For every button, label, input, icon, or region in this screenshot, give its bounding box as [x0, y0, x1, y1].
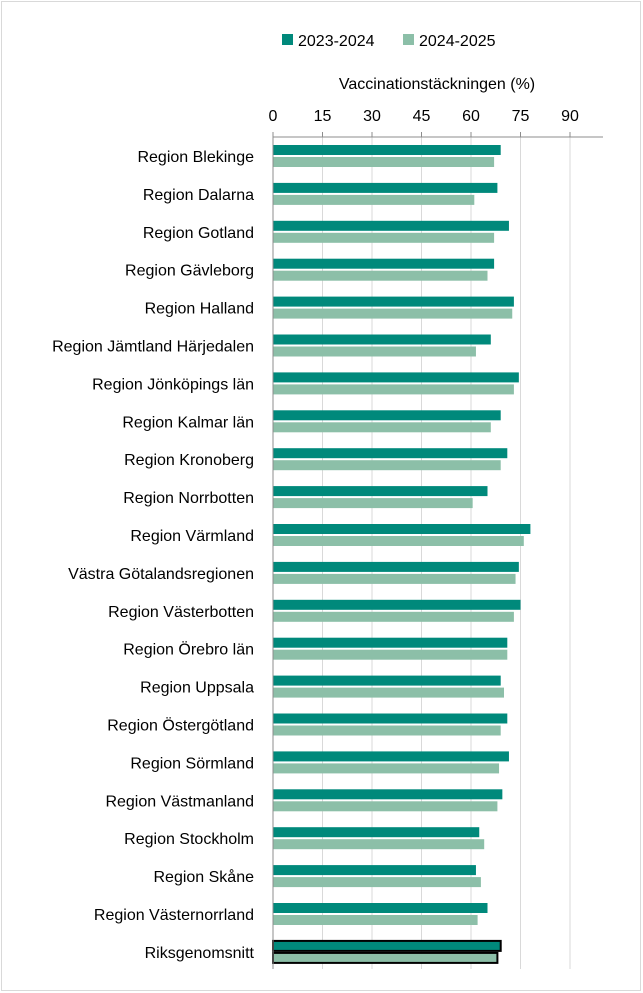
bar-region-jonkopings-lan-2023-2024 [273, 372, 519, 383]
category-label-region-jonkopings-lan: Region Jönköpings län [92, 376, 254, 393]
category-label-region-uppsala: Region Uppsala [140, 680, 254, 697]
category-label-region-ostergotland: Region Östergötland [107, 717, 254, 735]
legend-swatch-2023-2024 [282, 34, 293, 45]
x-tick-30: 30 [363, 108, 381, 125]
bar-region-dalarna-2024-2025 [273, 194, 475, 205]
bar-region-gavleborg-2024-2025 [273, 270, 488, 281]
bar-region-ostergotland-2024-2025 [273, 725, 501, 736]
bar-region-uppsala-2023-2024 [273, 675, 501, 686]
category-label-region-halland: Region Halland [145, 301, 254, 318]
bar-region-jamtland-harjedalen-2024-2025 [273, 346, 476, 357]
x-tick-60: 60 [462, 108, 480, 125]
bar-region-uppsala-2024-2025 [273, 687, 504, 698]
category-label-region-vastmanland: Region Västmanland [105, 793, 254, 810]
bar-region-blekinge-2023-2024 [273, 145, 501, 155]
x-tick-75: 75 [512, 108, 530, 125]
bar-region-kalmar-lan-2023-2024 [273, 410, 501, 421]
category-label-region-sormland: Region Sörmland [130, 755, 254, 772]
legend: 2023-2024 2024-2025 [282, 33, 496, 50]
legend-swatch-2024-2025 [403, 34, 414, 45]
bar-region-vasternorrland-2023-2024 [273, 903, 488, 913]
x-tick-0: 0 [269, 108, 278, 125]
category-label-vastra-gotalandsregionen: Västra Götalandsregionen [68, 566, 254, 583]
bar-region-kalmar-lan-2024-2025 [273, 422, 491, 433]
category-label-region-stockholm: Region Stockholm [124, 831, 254, 848]
bar-region-halland-2023-2024 [273, 296, 514, 307]
bar-region-jonkopings-lan-2024-2025 [273, 384, 514, 395]
category-label-region-jamtland-harjedalen: Region Jämtland Härjedalen [52, 339, 254, 356]
bar-region-dalarna-2023-2024 [273, 182, 498, 193]
bar-region-kronoberg-2023-2024 [273, 448, 508, 459]
bar-region-halland-2024-2025 [273, 308, 513, 319]
bar-vastra-gotalandsregionen-2024-2025 [273, 573, 516, 584]
category-label-region-kalmar-lan: Region Kalmar län [122, 414, 254, 431]
category-label-region-vasterbotten: Region Västerbotten [108, 604, 254, 621]
bar-region-varmland-2023-2024 [273, 524, 531, 534]
category-label-region-vasternorrland: Region Västernorrland [94, 907, 254, 924]
bar-riksgenomsnitt-2024-2025 [272, 951, 499, 964]
bar-region-norrbotten-2024-2025 [273, 498, 473, 509]
x-tick-15: 15 [314, 108, 332, 125]
category-label-region-norrbotten: Region Norrbotten [123, 490, 254, 507]
category-label-region-dalarna: Region Dalarna [143, 187, 254, 204]
bar-region-vasterbotten-2024-2025 [273, 611, 514, 622]
bar-region-sormland-2023-2024 [273, 751, 509, 762]
category-label-region-skane: Region Skåne [153, 868, 254, 886]
bars [272, 145, 531, 964]
bar-riksgenomsnitt-2023-2024 [272, 939, 502, 952]
bar-region-varmland-2024-2025 [273, 536, 524, 546]
bar-region-norrbotten-2023-2024 [273, 486, 488, 497]
bar-region-gavleborg-2023-2024 [273, 258, 495, 269]
bar-region-gotland-2023-2024 [273, 220, 509, 231]
x-tick-90: 90 [561, 108, 579, 125]
bar-region-sormland-2024-2025 [273, 763, 500, 774]
bar-region-blekinge-2024-2025 [273, 157, 495, 167]
category-label-riksgenomsnitt: Riksgenomsnitt [145, 945, 255, 962]
bar-region-ostergotland-2023-2024 [273, 713, 508, 724]
x-tick-45: 45 [413, 108, 431, 125]
bar-region-skane-2024-2025 [273, 877, 481, 888]
category-label-region-gavleborg: Region Gävleborg [125, 263, 254, 280]
category-label-region-kronoberg: Region Kronoberg [124, 452, 254, 469]
bar-region-kronoberg-2024-2025 [273, 460, 501, 471]
bar-region-gotland-2024-2025 [273, 232, 495, 243]
legend-label-2023-2024: 2023-2024 [298, 33, 375, 50]
legend-label-2024-2025: 2024-2025 [419, 33, 496, 50]
x-tick-labels: 0 15 30 45 60 75 90 [269, 108, 579, 137]
bar-region-skane-2023-2024 [273, 865, 476, 876]
bar-region-stockholm-2024-2025 [273, 839, 485, 850]
category-label-region-varmland: Region Värmland [130, 528, 254, 545]
category-label-region-orebro-lan: Region Örebro län [123, 641, 254, 659]
bar-region-jamtland-harjedalen-2023-2024 [273, 334, 491, 345]
x-axis-label: Vaccinationstäckningen (%) [339, 76, 535, 93]
category-labels: Region Blekinge Region Dalarna Region Gotl… [52, 149, 254, 962]
bar-vastra-gotalandsregionen-2023-2024 [273, 561, 519, 572]
bar-region-vasterbotten-2023-2024 [273, 599, 521, 610]
bar-region-stockholm-2023-2024 [273, 827, 480, 838]
bar-region-vasternorrland-2024-2025 [273, 915, 478, 925]
bar-region-vastmanland-2023-2024 [273, 789, 503, 800]
bar-region-orebro-lan-2023-2024 [273, 637, 508, 648]
category-label-region-gotland: Region Gotland [143, 225, 254, 242]
bar-region-vastmanland-2024-2025 [273, 801, 498, 812]
category-label-region-blekinge: Region Blekinge [137, 149, 254, 166]
bar-region-orebro-lan-2024-2025 [273, 649, 508, 660]
